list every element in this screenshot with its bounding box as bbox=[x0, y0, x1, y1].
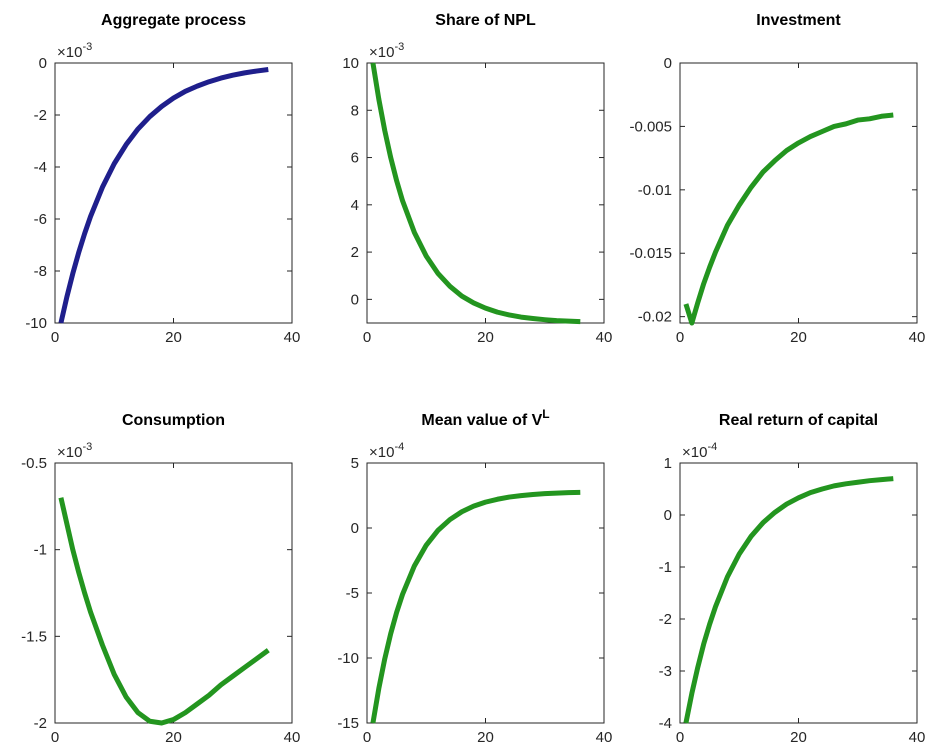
y-tick-label: -0.02 bbox=[638, 309, 672, 326]
x-tick-label: 40 bbox=[909, 729, 926, 746]
x-tick-label: 40 bbox=[596, 329, 613, 346]
x-tick-label: 0 bbox=[676, 329, 684, 346]
title-text: Share of NPL bbox=[435, 12, 536, 29]
y-tick-label: 0 bbox=[39, 55, 47, 72]
y-tick-label: -6 bbox=[34, 211, 47, 228]
y-scale-exponent: -4 bbox=[707, 441, 717, 453]
axes-box bbox=[54, 462, 293, 724]
y-scale-base: ×10 bbox=[57, 44, 82, 61]
y-tick-label: -5 bbox=[346, 585, 359, 602]
y-scale-base: ×10 bbox=[57, 444, 82, 461]
y-tick-label: -2 bbox=[34, 715, 47, 732]
x-tick-label: 20 bbox=[790, 329, 807, 346]
chart-title: Consumption bbox=[122, 412, 225, 429]
x-tick-label: 0 bbox=[363, 329, 371, 346]
y-tick-label: -0.015 bbox=[629, 245, 672, 262]
y-tick-label: 0 bbox=[351, 291, 359, 308]
axes-box bbox=[54, 62, 293, 324]
x-tick-label: 0 bbox=[51, 729, 59, 746]
subplot: Consumption ×10-3 -2 -1.5 -1 -0.5 0 20 40 bbox=[21, 412, 300, 746]
title-superscript: L bbox=[542, 407, 549, 421]
y-tick-label: -1.5 bbox=[21, 628, 47, 645]
y-scale-exponent: -3 bbox=[394, 41, 404, 53]
y-tick-label: -3 bbox=[659, 663, 672, 680]
y-tick-label: -0.01 bbox=[638, 182, 672, 199]
y-scale-label: ×10-3 bbox=[57, 441, 92, 461]
y-tick-label: -4 bbox=[659, 715, 672, 732]
y-scale-label: ×10-3 bbox=[57, 41, 92, 61]
line bbox=[370, 489, 581, 724]
y-scale-base: ×10 bbox=[682, 444, 707, 461]
subplot: Mean value of VL ×10-4 -15 -10 -5 0 5 0 20 40 bbox=[337, 407, 612, 746]
y-tick-label: 0 bbox=[351, 520, 359, 537]
title-text: Investment bbox=[756, 12, 841, 29]
y-scale-exponent: -4 bbox=[394, 441, 404, 453]
title-text: Aggregate process bbox=[101, 12, 246, 29]
y-tick-label: -1 bbox=[34, 542, 47, 559]
y-tick-label: -2 bbox=[659, 611, 672, 628]
y-tick-label: 2 bbox=[351, 244, 359, 261]
y-tick-label: -10 bbox=[337, 650, 359, 667]
subplot: Share of NPL ×10-3 0 2 4 6 8 10 0 20 40 bbox=[342, 12, 612, 346]
chart-title: Investment bbox=[756, 12, 841, 29]
line bbox=[683, 476, 894, 724]
subplot: Investment -0.02 -0.015 -0.01 -0.005 0 0 20 40 bbox=[629, 12, 925, 346]
y-tick-label: -0.005 bbox=[629, 118, 672, 135]
chart-title: Aggregate process bbox=[101, 12, 246, 29]
y-tick-label: -8 bbox=[34, 263, 47, 280]
line bbox=[370, 62, 581, 325]
x-tick-label: 20 bbox=[790, 729, 807, 746]
y-tick-label: 0 bbox=[664, 507, 672, 524]
x-tick-label: 20 bbox=[477, 729, 494, 746]
y-scale-exponent: -3 bbox=[82, 441, 92, 453]
title-text: Mean value of V bbox=[421, 412, 542, 429]
y-scale-base: ×10 bbox=[369, 44, 394, 61]
x-tick-label: 20 bbox=[165, 329, 182, 346]
x-tick-label: 0 bbox=[676, 729, 684, 746]
chart-title: Real return of capital bbox=[719, 412, 878, 429]
y-tick-label: -0.5 bbox=[21, 455, 47, 472]
line bbox=[58, 497, 270, 726]
y-tick-label: -1 bbox=[659, 559, 672, 576]
subplot: Aggregate process ×10-3 -10 -8 -6 -4 -2 0 0 20 40 bbox=[25, 12, 300, 346]
y-scale-base: ×10 bbox=[369, 444, 394, 461]
axes-box bbox=[679, 62, 918, 324]
axes-box bbox=[366, 462, 605, 724]
y-tick-label: 8 bbox=[351, 102, 359, 119]
x-tick-label: 20 bbox=[477, 329, 494, 346]
chart-title: Mean value of VL bbox=[421, 407, 549, 429]
x-tick-label: 0 bbox=[51, 329, 59, 346]
y-tick-label: 4 bbox=[351, 197, 359, 214]
y-tick-label: -10 bbox=[25, 315, 47, 332]
y-tick-label: 5 bbox=[351, 455, 359, 472]
y-tick-label: 0 bbox=[664, 55, 672, 72]
title-text: Real return of capital bbox=[719, 412, 878, 429]
x-tick-label: 0 bbox=[363, 729, 371, 746]
x-tick-label: 40 bbox=[284, 729, 301, 746]
y-tick-label: 10 bbox=[342, 55, 359, 72]
axes-box bbox=[679, 462, 918, 724]
y-tick-label: -15 bbox=[337, 715, 359, 732]
x-tick-label: 40 bbox=[596, 729, 613, 746]
y-scale-label: ×10-3 bbox=[369, 41, 404, 61]
title-text: Consumption bbox=[122, 412, 225, 429]
y-tick-label: -4 bbox=[34, 159, 47, 176]
x-tick-label: 20 bbox=[165, 729, 182, 746]
x-tick-label: 40 bbox=[284, 329, 301, 346]
y-scale-label: ×10-4 bbox=[682, 441, 717, 461]
y-tick-label: 1 bbox=[664, 455, 672, 472]
y-scale-label: ×10-4 bbox=[369, 441, 404, 461]
y-tick-label: -2 bbox=[34, 107, 47, 124]
y-scale-exponent: -3 bbox=[82, 41, 92, 53]
line bbox=[58, 67, 269, 324]
line bbox=[683, 112, 894, 326]
x-tick-label: 40 bbox=[909, 329, 926, 346]
y-tick-label: 6 bbox=[351, 150, 359, 167]
chart-title: Share of NPL bbox=[435, 12, 536, 29]
